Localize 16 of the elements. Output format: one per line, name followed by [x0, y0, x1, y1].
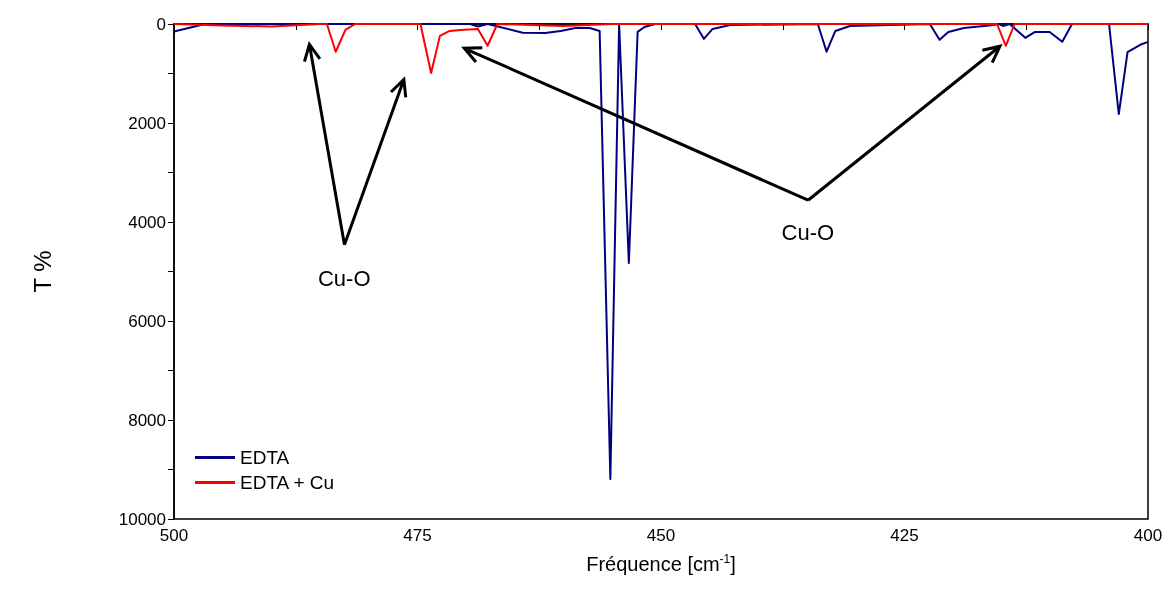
legend-label: EDTA + Cu: [240, 472, 335, 493]
annotation: Cu-O: [317, 266, 371, 293]
annotation: Cu-O: [781, 219, 835, 246]
y-tick-label: 6000: [128, 311, 166, 331]
x-tick-label: 500: [159, 526, 189, 545]
y-tick-label: 0: [156, 14, 166, 34]
y-tick-label: 4000: [128, 212, 166, 232]
y-tick-label: 10000: [118, 509, 166, 529]
x-tick-label: 475: [403, 526, 432, 545]
y-axis-title: T %: [28, 250, 56, 293]
x-tick-label: 450: [646, 526, 676, 545]
legend-label: EDTA: [240, 447, 290, 468]
y-tick-label: 8000: [128, 410, 166, 430]
x-tick-label: 425: [890, 526, 919, 545]
x-tick-label: 400: [1133, 526, 1163, 545]
y-tick-label: 2000: [128, 113, 166, 133]
